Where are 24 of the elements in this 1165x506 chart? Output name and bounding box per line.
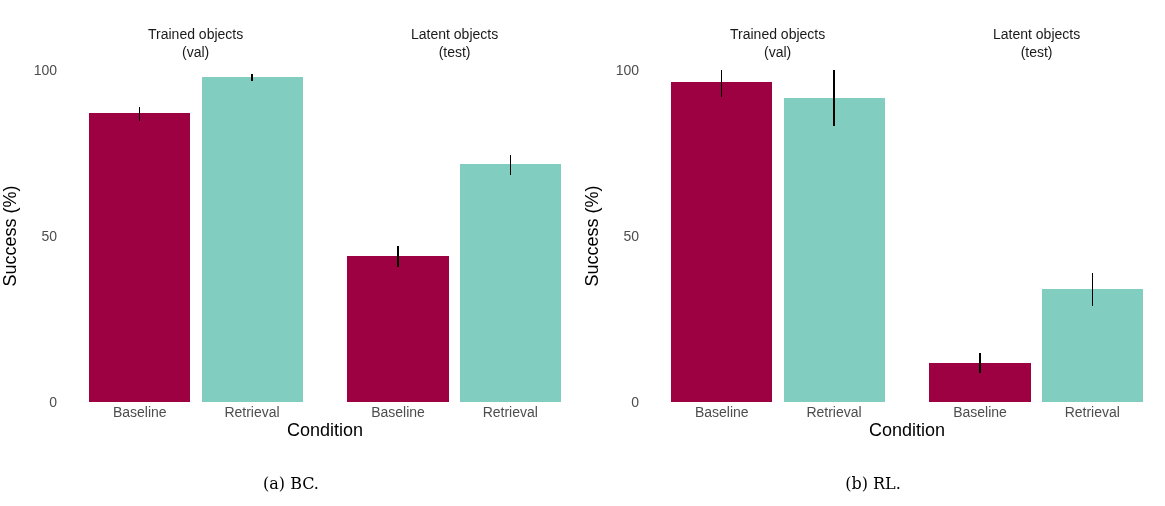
text: Trained objects (val) (730, 26, 826, 61)
y-tick-label: 0 (631, 393, 640, 410)
text: (b) RL. (844, 474, 902, 493)
text: (a) BC. (262, 474, 320, 493)
y-axis-title: Success (%) (582, 185, 602, 287)
y-tick-label: 100 (615, 61, 640, 78)
x-tick-label: Retrieval (224, 404, 280, 420)
x-tick-label: Retrieval (806, 404, 862, 420)
x-tick-label: Baseline (953, 404, 1008, 420)
text: Latent objects (test) (993, 26, 1081, 61)
y-axis-title: Success (%) (0, 185, 20, 287)
x-axis-title: Condition (868, 420, 946, 441)
y-tick-label: 50 (623, 227, 640, 244)
x-tick-label: Baseline (112, 404, 167, 420)
text: Trained objects (val) (148, 26, 244, 61)
y-tick-label: 0 (49, 393, 58, 410)
y-tick-label: 100 (33, 61, 58, 78)
y-tick-label: 50 (41, 227, 58, 244)
x-tick-label: Retrieval (482, 404, 538, 420)
x-tick-label: Baseline (371, 404, 426, 420)
x-tick-label: Retrieval (1064, 404, 1120, 420)
x-axis-title: Condition (286, 420, 364, 441)
text: Latent objects (test) (411, 26, 499, 61)
x-tick-label: Baseline (694, 404, 749, 420)
